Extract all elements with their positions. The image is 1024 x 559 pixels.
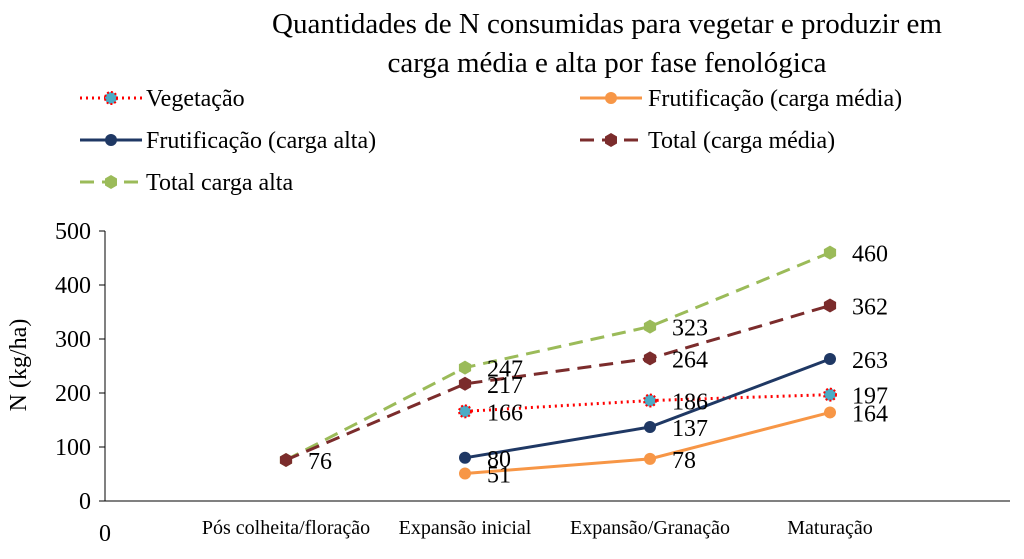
data-label: 137 (672, 416, 708, 442)
data-point (458, 376, 472, 391)
legend-label-vegetacao: Vegetação (146, 86, 245, 112)
data-point (823, 245, 837, 260)
data-point (279, 453, 293, 467)
legend-item-frutificacao-media: Frutificação (carga média) (580, 86, 902, 112)
legend-item-total-alta: Total carga alta (80, 170, 293, 196)
data-labels: 247 323 460 76 217 264 362 166 186 197 80 137 263 51 7… (308, 242, 888, 489)
axes: 0 100 200 300 400 500 0 Pós colheita/floração Ex… (55, 219, 1010, 547)
data-label: 460 (852, 242, 888, 268)
data-label: 264 (672, 347, 708, 373)
legend-item-frutificacao-alta: Frutificação (carga alta) (80, 128, 376, 154)
data-label: 197 (852, 384, 888, 410)
series-line (285, 304, 831, 462)
data-point (824, 406, 836, 419)
data-label: 217 (487, 373, 523, 399)
legend-label-frutificacao-media: Frutificação (carga média) (648, 86, 902, 112)
data-point (643, 319, 657, 334)
data-label: 323 (672, 316, 708, 342)
data-point (824, 352, 836, 365)
series-line (285, 251, 831, 462)
x-category-label: Expansão inicial (399, 517, 532, 539)
y-axis-label: N (kg/ha) (6, 319, 32, 412)
data-label: 164 (852, 401, 888, 427)
series-0 (458, 387, 837, 419)
data-point (823, 387, 837, 402)
data-label: 166 (487, 400, 523, 426)
legend-item-total-media: Total (carga média) (580, 128, 835, 154)
data-label: 362 (852, 295, 888, 321)
data-label: 80 (487, 447, 511, 473)
series-layer (279, 245, 837, 480)
data-point (459, 451, 471, 464)
data-point (643, 351, 657, 366)
data-point (644, 452, 656, 465)
data-label: 263 (852, 348, 888, 374)
data-point (643, 393, 657, 408)
chart-title-line-1: Quantidades de N consumidas para vegetar… (272, 8, 942, 40)
data-point (459, 467, 471, 480)
data-label: 78 (672, 448, 696, 474)
legend-label-total-alta: Total carga alta (146, 170, 293, 196)
chart-title-line-2: carga média e alta por fase fenológica (387, 47, 826, 79)
y-tick-label: 300 (55, 327, 91, 353)
legend-label-total-media: Total (carga média) (648, 128, 835, 154)
x-category-label: Expansão/Granação (570, 517, 730, 539)
x-category-label: Pós colheita/floração (202, 517, 370, 539)
legend-label-frutificacao-alta: Frutificação (carga alta) (146, 128, 376, 154)
series-2 (459, 352, 836, 464)
data-point (823, 298, 837, 313)
legend-item-vegetacao: Vegetação (80, 86, 245, 112)
series-3 (279, 298, 837, 467)
y-tick-label: 500 (55, 219, 91, 245)
data-label: 51 (487, 462, 511, 488)
series-1 (459, 406, 836, 480)
y-tick-label: 400 (55, 273, 91, 299)
data-label: 76 (308, 449, 332, 475)
y-tick-label: 200 (55, 381, 91, 407)
y-tick-label: 0 (79, 489, 91, 515)
y-tick-label: 100 (55, 435, 91, 461)
x-origin-label: 0 (99, 521, 111, 547)
data-point (458, 360, 472, 375)
data-label: 247 (487, 357, 523, 383)
legend: Vegetação Frutificação (carga média) Fru… (80, 86, 902, 196)
series-line (464, 393, 831, 413)
data-point (644, 421, 656, 434)
x-category-label: Maturação (787, 517, 873, 539)
data-label: 186 (672, 390, 708, 416)
data-point (458, 404, 472, 419)
